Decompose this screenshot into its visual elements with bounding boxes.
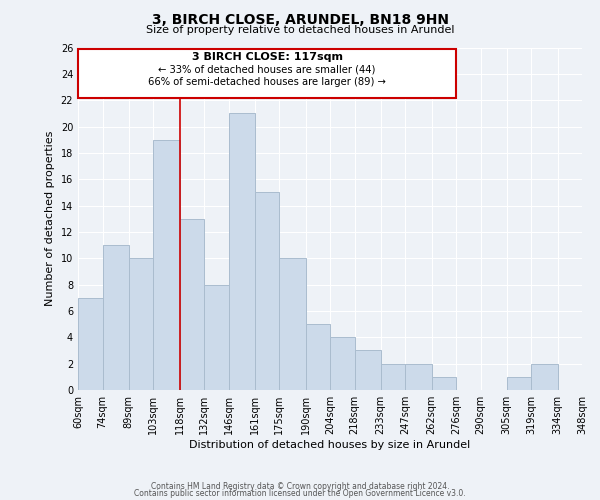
Bar [204, 284, 229, 390]
Bar [507, 377, 531, 390]
Bar [330, 338, 355, 390]
Bar [78, 49, 456, 98]
Bar [279, 258, 305, 390]
Text: Contains public sector information licensed under the Open Government Licence v3: Contains public sector information licen… [134, 488, 466, 498]
Bar [229, 114, 255, 390]
Bar [305, 324, 330, 390]
Bar [355, 350, 381, 390]
Y-axis label: Number of detached properties: Number of detached properties [45, 131, 55, 306]
Text: 3 BIRCH CLOSE: 117sqm: 3 BIRCH CLOSE: 117sqm [191, 52, 343, 62]
Text: Contains HM Land Registry data © Crown copyright and database right 2024.: Contains HM Land Registry data © Crown c… [151, 482, 449, 491]
Bar [405, 364, 431, 390]
Bar [531, 364, 557, 390]
Text: Size of property relative to detached houses in Arundel: Size of property relative to detached ho… [146, 25, 454, 35]
Text: ← 33% of detached houses are smaller (44): ← 33% of detached houses are smaller (44… [158, 65, 376, 75]
X-axis label: Distribution of detached houses by size in Arundel: Distribution of detached houses by size … [190, 440, 470, 450]
Bar [103, 245, 129, 390]
Text: 3, BIRCH CLOSE, ARUNDEL, BN18 9HN: 3, BIRCH CLOSE, ARUNDEL, BN18 9HN [151, 12, 449, 26]
Bar [153, 140, 179, 390]
Bar [431, 377, 456, 390]
Bar [129, 258, 153, 390]
Bar [78, 298, 103, 390]
Text: 66% of semi-detached houses are larger (89) →: 66% of semi-detached houses are larger (… [148, 78, 386, 88]
Bar [255, 192, 279, 390]
Bar [381, 364, 405, 390]
Bar [179, 219, 204, 390]
